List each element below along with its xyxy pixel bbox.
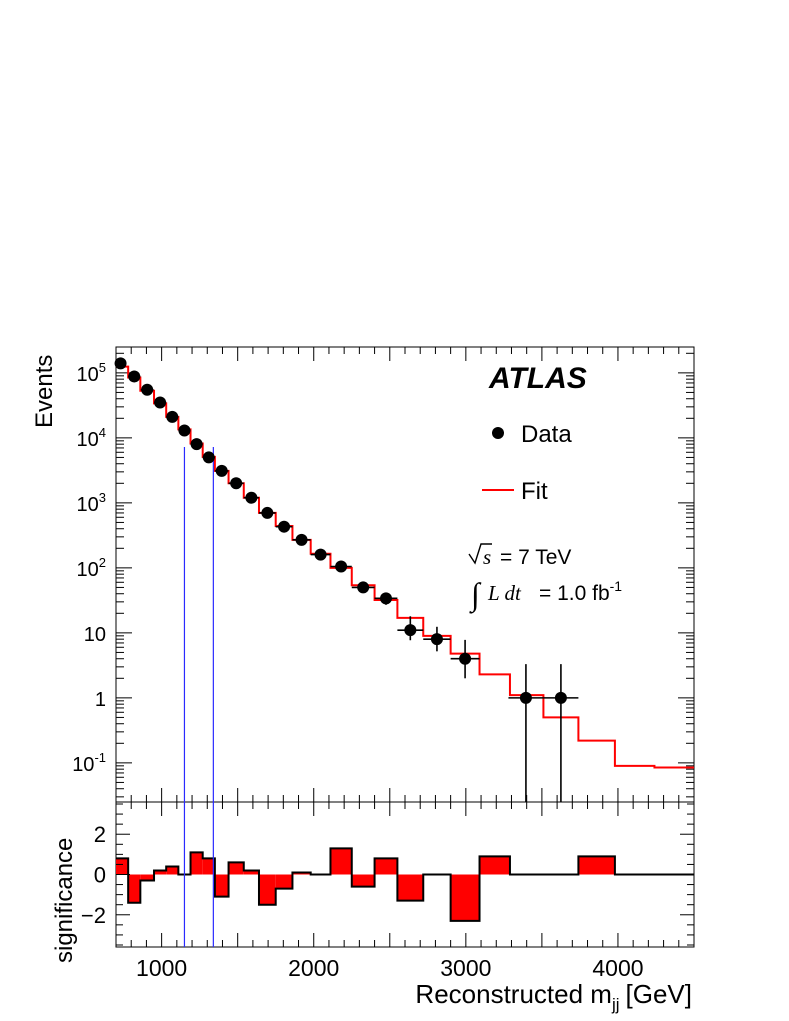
x-tick-label: 2000 <box>288 955 339 981</box>
lumi-integrand: L dt <box>487 581 522 605</box>
y-tick-label: 102 <box>77 555 106 581</box>
mass-window-lines <box>183 447 214 947</box>
significance-outline <box>116 847 694 922</box>
y-tick-label-base: 10 <box>77 494 99 516</box>
fit-line <box>116 365 694 769</box>
y-tick-label: 10-1 <box>72 750 106 776</box>
experiment-label: ATLAS <box>488 362 587 395</box>
data-point <box>404 624 417 637</box>
y-tick-label-base: 10 <box>77 364 99 386</box>
significance-bar <box>214 874 229 897</box>
significance-bar <box>128 874 141 903</box>
y-tick-label-exponent: 3 <box>99 490 106 505</box>
lumi-label: = 1.0 fb-1 <box>539 578 622 605</box>
lower-y-tick-label: 0 <box>94 863 106 888</box>
upper-axis-ticks <box>115 347 695 802</box>
significance-bar <box>258 874 276 905</box>
y-tick-label: 103 <box>77 490 106 516</box>
y-tick-label-base: 1 <box>95 689 106 711</box>
lower-y-tick-label: −2 <box>81 903 106 928</box>
upper-panel-frame <box>115 346 695 803</box>
significance-bar <box>190 852 203 875</box>
significance-bar <box>479 856 510 875</box>
y-tick-label-base: 10 <box>77 559 99 581</box>
significance-bars <box>116 847 694 922</box>
significance-bar <box>397 874 424 901</box>
significance-bar <box>116 858 129 875</box>
integral-symbol: ∫ <box>469 576 482 614</box>
lower-y-axis-title: significance <box>51 838 78 963</box>
y-tick-label: 104 <box>77 425 106 451</box>
lumi-exponent: -1 <box>610 578 623 594</box>
significance-bar <box>140 874 155 881</box>
significance-bar <box>275 874 293 889</box>
data-point <box>245 491 258 504</box>
energy-symbol: s <box>483 545 491 569</box>
data-point <box>261 506 274 519</box>
data-point <box>202 451 215 464</box>
significance-bar <box>228 862 244 875</box>
y-tick-label-base: 10 <box>84 624 106 646</box>
lumi-label-main: = 1.0 fb <box>539 582 610 605</box>
data-point <box>430 633 443 646</box>
x-tick-label: 4000 <box>592 955 643 981</box>
significance-bar <box>154 870 167 875</box>
significance-bar <box>202 858 215 875</box>
legend-data-label: Data <box>521 421 572 448</box>
data-point <box>379 592 392 605</box>
sqrt-symbol <box>468 543 492 565</box>
legend-fit-label: Fit <box>521 478 548 505</box>
x-axis-title-subscript: jj <box>611 995 620 1014</box>
energy-label: = 7 TeV <box>500 546 571 569</box>
data-point <box>166 410 179 423</box>
x-tick-label: 1000 <box>136 955 187 981</box>
data-point <box>128 370 141 383</box>
lower-axis-ticks <box>115 802 695 947</box>
legend-data-marker <box>492 427 504 439</box>
y-tick-label-base: 10 <box>72 754 94 776</box>
x-axis-title-unit: [GeV] <box>626 979 692 1009</box>
significance-bar <box>330 848 352 875</box>
y-tick-label: 105 <box>77 360 106 386</box>
fit-histogram <box>116 365 694 769</box>
y-tick-label-exponent: 4 <box>99 425 106 440</box>
significance-bar <box>292 872 311 875</box>
significance-bar <box>374 858 398 875</box>
x-tick-label: 3000 <box>440 955 491 981</box>
y-tick-label-exponent: 5 <box>99 360 106 375</box>
data-point <box>459 652 472 665</box>
data-point <box>519 691 532 704</box>
y-tick-label: 1 <box>95 689 106 711</box>
data-point <box>335 560 348 573</box>
data-point <box>554 691 567 704</box>
significance-bar <box>166 866 179 875</box>
significance-bar <box>578 856 615 875</box>
data-point <box>190 438 203 451</box>
significance-bar <box>243 870 259 875</box>
lower-y-tick-label: 2 <box>94 822 106 847</box>
y-tick-label-base: 10 <box>77 429 99 451</box>
data-points <box>114 357 579 802</box>
y-tick-label-exponent: -1 <box>94 750 106 765</box>
significance-bar <box>450 874 480 921</box>
data-point <box>230 477 243 490</box>
y-tick-label: 10 <box>84 624 106 646</box>
x-axis-title-main: Reconstructed m <box>415 979 612 1009</box>
data-point <box>357 581 370 594</box>
data-point <box>215 464 228 477</box>
data-point <box>178 424 191 437</box>
data-point <box>278 520 291 533</box>
data-point <box>114 357 127 370</box>
y-axis-title: Events <box>31 355 58 428</box>
data-point <box>314 548 327 561</box>
data-point <box>295 533 308 546</box>
x-axis-title: Reconstructed mjj [GeV] <box>415 979 692 1014</box>
y-tick-label-exponent: 2 <box>99 555 106 570</box>
data-point <box>154 396 167 409</box>
data-point <box>141 383 154 396</box>
significance-bar <box>351 874 375 887</box>
